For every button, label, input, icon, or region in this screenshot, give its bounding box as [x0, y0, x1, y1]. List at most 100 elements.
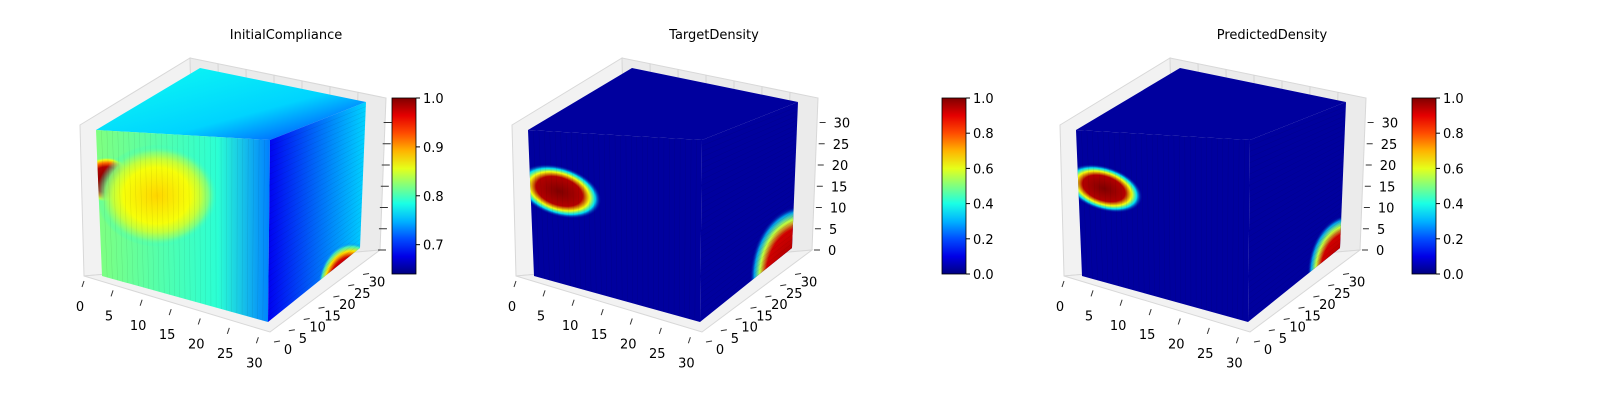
x-tick-label: 20: [620, 338, 637, 353]
cube-face-side: [1248, 102, 1346, 322]
z-axis: 0 5 10 15 20 25 30: [814, 117, 850, 259]
colorbar-ramp: [941, 97, 967, 275]
voxel-grid-side: [268, 106, 366, 317]
x-tick-mark: [1119, 299, 1123, 306]
x-tick-label: 30: [1226, 356, 1243, 371]
x-tick-mark: [513, 280, 517, 288]
z-tick-label: 15: [1379, 180, 1396, 195]
x-tick-mark: [197, 318, 201, 325]
z-tick-label: 0: [828, 244, 836, 259]
y-tick-mark: [273, 340, 281, 343]
z-axis: [378, 122, 392, 251]
z-tick-label: 10: [830, 202, 847, 217]
front-density-regions: [96, 144, 218, 247]
density-blob: [1076, 164, 1143, 213]
x-tick-label: 10: [562, 319, 579, 334]
x-tick-label: 15: [159, 328, 176, 343]
y-tick-label: 0: [284, 343, 292, 358]
y-tick-mark: [318, 306, 325, 309]
z-tick-label: 20: [832, 159, 849, 174]
colorbar-tick-label: 0.7: [423, 239, 444, 254]
y-tick-mark: [348, 284, 355, 287]
y-tick-label: 25: [1334, 287, 1351, 302]
x-tick-mark: [1235, 337, 1239, 344]
x-tick-mark: [1090, 290, 1094, 297]
x-tick-label: 15: [1139, 328, 1156, 343]
z-tick-label: 20: [1380, 159, 1397, 174]
y-tick-label: 20: [339, 298, 356, 313]
y-tick-label: 5: [731, 332, 739, 347]
colorbar: 0.0 0.2 0.4 0.6 0.8 1.0: [941, 92, 994, 283]
y-tick-mark: [1268, 329, 1275, 332]
subplot-1: InitialCompliance05101520253005101520253…: [76, 28, 444, 371]
z-tick-label: 5: [829, 223, 837, 238]
colorbar-tick-label: 0.8: [423, 190, 444, 205]
voxel-grid-front: [533, 130, 697, 321]
x-tick-label: 30: [678, 356, 695, 371]
z-tick-label: 10: [1378, 202, 1395, 217]
colorbar-tick-label: 0.4: [973, 198, 994, 213]
x-tick-label: 0: [508, 300, 516, 315]
voxel-grid-front: [1081, 130, 1245, 321]
y-tick-label: 25: [354, 287, 371, 302]
y-tick-label: 15: [324, 309, 341, 324]
y-tick-mark: [794, 273, 802, 275]
cube-face-front: [528, 130, 702, 322]
subplot-title: TargetDensity: [668, 28, 759, 43]
cube-face-top: [96, 68, 366, 140]
x-tick-label: 15: [591, 328, 608, 343]
x-tick-label: 25: [217, 347, 234, 362]
x-tick-mark: [542, 290, 546, 297]
y-tick-label: 30: [1349, 276, 1366, 291]
z-tick-label: 25: [1381, 138, 1398, 153]
voxel-grid-front: [101, 130, 265, 321]
z-tick-label: 15: [831, 180, 848, 195]
y-tick-label: 30: [369, 276, 386, 291]
y-tick-mark: [1313, 295, 1320, 298]
colorbar: 0.7 0.8 0.9 1.0: [391, 92, 444, 275]
x-tick-mark: [1177, 318, 1181, 325]
front-density-regions: [1076, 164, 1143, 213]
x-tick-mark: [139, 299, 143, 306]
colorbar-tick-label: 1.0: [973, 92, 994, 107]
x-tick-mark: [168, 308, 172, 316]
z-tick-label: 0: [1376, 244, 1384, 259]
colorbar-ramp: [1411, 97, 1437, 275]
subplot-2: TargetDensity051015202530051015202530051…: [508, 28, 994, 371]
y-tick-label: 15: [1304, 309, 1321, 324]
x-axis: 0 5 10 15 20 25 30: [1056, 280, 1243, 371]
density-blob: [96, 144, 218, 247]
x-tick-mark: [226, 327, 230, 335]
x-tick-label: 25: [1197, 347, 1214, 362]
y-tick-mark: [288, 329, 295, 332]
y-tick-label: 10: [741, 321, 758, 336]
x-axis: 0 5 10 15 20 25 30: [508, 280, 695, 371]
y-tick-mark: [780, 284, 787, 287]
y-tick-label: 30: [801, 276, 818, 291]
y-tick-mark: [1328, 284, 1335, 287]
z-tick-label: 5: [1377, 223, 1385, 238]
y-tick-label: 5: [1279, 332, 1287, 347]
colorbar-tick-label: 0.0: [1443, 268, 1464, 283]
cube-face-side: [700, 102, 798, 322]
colorbar-tick-label: 0.2: [973, 233, 994, 248]
x-tick-mark: [658, 327, 662, 335]
colorbar-tick-label: 1.0: [1443, 92, 1464, 107]
y-tick-mark: [362, 273, 370, 275]
x-tick-label: 5: [105, 309, 113, 324]
y-tick-mark: [735, 318, 742, 320]
subplot-3: PredictedDensity051015202530051015202530…: [1056, 28, 1464, 371]
x-tick-label: 10: [1110, 319, 1127, 334]
x-tick-mark: [81, 280, 85, 288]
y-tick-label: 0: [1264, 343, 1272, 358]
x-tick-mark: [1206, 327, 1210, 335]
voxel-grid-side: [700, 106, 798, 317]
x-tick-mark: [1061, 280, 1065, 288]
x-axis: 0 5 10 15 20 25 30: [76, 280, 263, 371]
colorbar-tick-label: 0.2: [1443, 233, 1464, 248]
voxel-grid-side: [1248, 106, 1346, 317]
x-tick-label: 5: [537, 309, 545, 324]
x-tick-mark: [629, 318, 633, 325]
